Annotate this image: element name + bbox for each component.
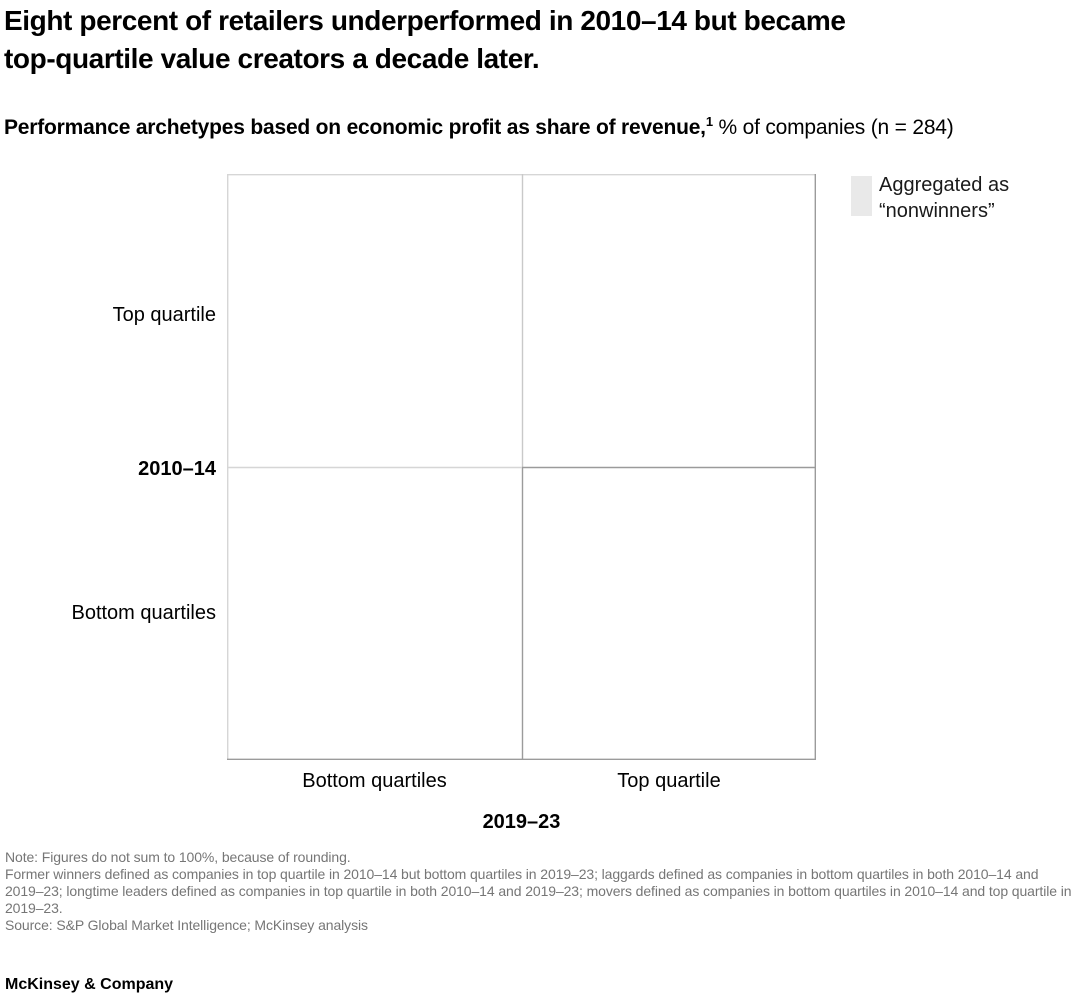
y-axis-title: 2010–14 <box>138 458 216 480</box>
exhibit-title-line1: Eight percent of retailers underperforme… <box>4 5 846 36</box>
legend-label: Aggregated as “nonwinners” <box>879 172 1079 224</box>
chart-subtitle-regular: % of companies (n = 284) <box>712 116 954 139</box>
quadrant-matrix <box>226 173 816 760</box>
chart-subtitle-bold: Performance archetypes based on economic… <box>4 116 706 139</box>
x-axis-label-top-quartile: Top quartile <box>617 770 721 792</box>
y-axis-label-bottom-quartiles: Bottom quartiles <box>71 602 216 624</box>
x-axis-label-bottom-quartiles: Bottom quartiles <box>302 770 447 792</box>
legend-label-line2: “nonwinners” <box>879 200 995 222</box>
note-rounding: Note: Figures do not sum to 100%, becaus… <box>5 849 351 865</box>
x-axis-title: 2019–23 <box>482 811 561 833</box>
quadrant-grid <box>226 173 816 760</box>
chart-subtitle: Performance archetypes based on economic… <box>4 114 954 140</box>
footnote-marker: 1 <box>705 114 713 129</box>
footnotes: Note: Figures do not sum to 100%, becaus… <box>5 849 1077 934</box>
note-source: Source: S&P Global Market Intelligence; … <box>5 917 368 933</box>
legend-swatch-nonwinners <box>851 176 872 216</box>
y-axis-label-top-quartile: Top quartile <box>112 304 216 326</box>
exhibit-title: Eight percent of retailers underperforme… <box>4 2 846 78</box>
exhibit-title-line2: top-quartile value creators a decade lat… <box>4 43 540 74</box>
note-definitions: Former winners defined as companies in t… <box>5 866 1072 916</box>
legend-label-line1: Aggregated as <box>879 174 1010 196</box>
brand-footer: McKinsey & Company <box>5 976 174 993</box>
